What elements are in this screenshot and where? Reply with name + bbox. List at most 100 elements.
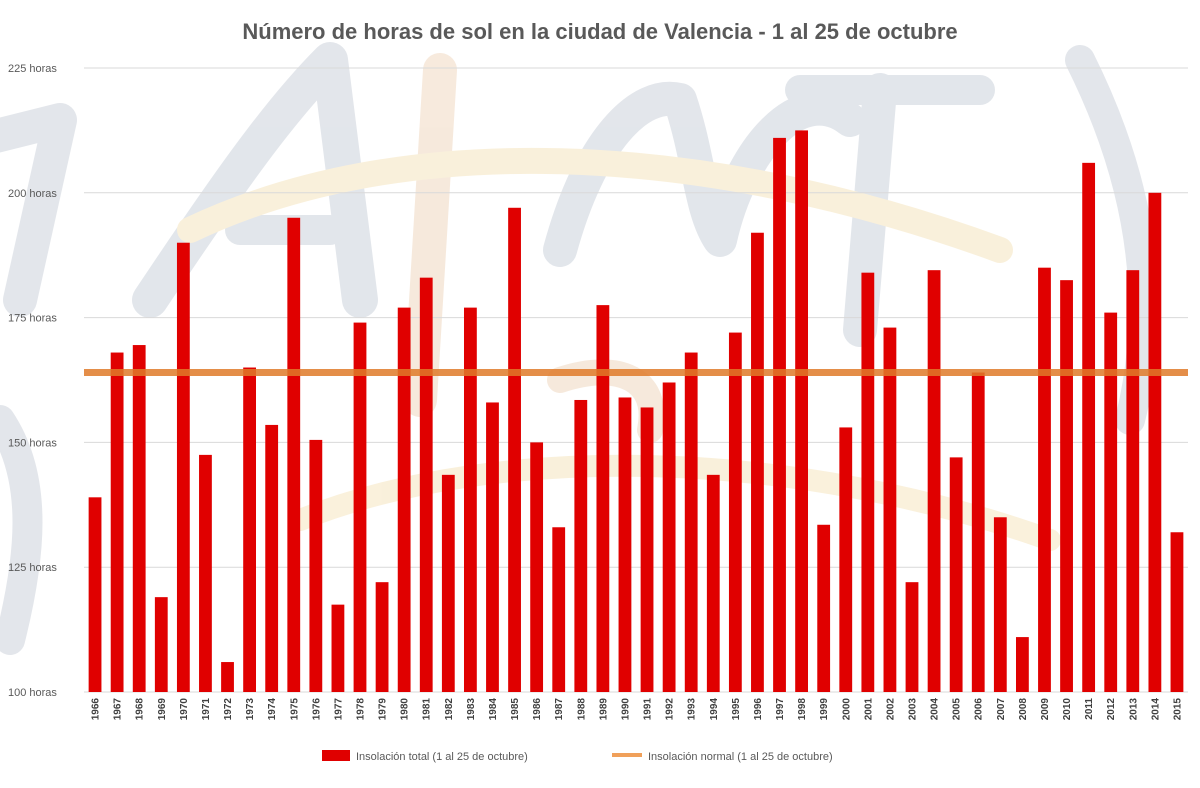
y-tick-label: 150 horas — [8, 437, 57, 449]
bar — [751, 232, 764, 692]
bar — [773, 137, 786, 692]
x-tick-label: 2014 — [1150, 698, 1161, 721]
x-tick-label: 2002 — [885, 698, 896, 721]
x-tick-label: 1981 — [422, 698, 433, 721]
bar — [971, 372, 985, 692]
x-tick-label: 2013 — [1128, 698, 1139, 721]
x-tick-label: 2007 — [996, 698, 1007, 721]
bar — [287, 217, 301, 692]
x-tick-label: 1985 — [510, 698, 521, 721]
x-tick-label: 1990 — [620, 698, 631, 721]
bar — [1170, 532, 1184, 692]
bar — [243, 367, 257, 692]
x-tick-label: 1986 — [532, 698, 543, 721]
x-tick-label: 1997 — [775, 698, 786, 721]
x-tick-label: 1969 — [157, 698, 168, 721]
bar — [88, 497, 102, 692]
bar — [331, 604, 345, 692]
x-tick-label: 2006 — [974, 698, 985, 721]
bar — [1104, 312, 1118, 692]
bar — [486, 402, 499, 692]
x-tick-label: 1988 — [576, 698, 587, 721]
y-tick-label: 175 horas — [8, 313, 57, 325]
bar — [618, 397, 632, 692]
x-tick-label: 2000 — [841, 698, 852, 721]
chart-title: Número de horas de sol en la ciudad de V… — [242, 19, 957, 44]
bar — [353, 322, 367, 692]
bar — [508, 207, 521, 692]
x-tick-label: 2015 — [1172, 698, 1183, 721]
bar — [419, 277, 433, 692]
x-tick-label: 1968 — [135, 698, 146, 721]
x-tick-label: 2008 — [1018, 698, 1029, 721]
x-tick-label: 1995 — [731, 698, 742, 721]
x-tick-label: 1992 — [665, 698, 676, 721]
x-tick-label: 1994 — [709, 698, 720, 721]
bar — [110, 352, 124, 692]
bar — [883, 327, 897, 692]
bar — [839, 427, 853, 692]
x-tick-label: 1982 — [444, 698, 455, 721]
x-tick-label: 2009 — [1040, 698, 1051, 721]
x-tick-label: 2003 — [908, 698, 919, 721]
x-tick-label: 1967 — [113, 698, 124, 721]
x-tick-label: 2010 — [1062, 698, 1073, 721]
x-tick-label: 1975 — [289, 698, 300, 721]
x-tick-label: 1987 — [554, 698, 565, 721]
y-tick-label: 200 horas — [8, 188, 57, 200]
x-tick-label: 2012 — [1106, 698, 1117, 721]
x-tick-label: 1974 — [267, 698, 278, 721]
bar — [795, 130, 809, 692]
bar — [132, 345, 146, 692]
bar — [176, 242, 190, 692]
x-tick-label: 1996 — [753, 698, 764, 721]
bar — [397, 307, 411, 692]
bar — [1038, 267, 1051, 692]
x-tick-label: 1983 — [466, 698, 477, 721]
bar — [640, 407, 654, 692]
bar — [154, 597, 168, 692]
bar — [1082, 162, 1096, 692]
bar — [596, 305, 610, 692]
bar — [662, 382, 676, 692]
x-tick-label: 1993 — [687, 698, 698, 721]
x-tick-label: 2005 — [952, 698, 963, 721]
bar — [728, 332, 742, 692]
bar — [221, 662, 234, 692]
y-axis: 100 horas 125 horas 150 horas 175 horas 200 … — [8, 63, 57, 699]
y-tick-label: 125 horas — [8, 562, 57, 574]
x-tick-label: 1984 — [488, 698, 499, 721]
bar — [309, 439, 323, 692]
bar — [1060, 280, 1073, 692]
bar — [993, 517, 1007, 692]
x-tick-label: 1966 — [91, 698, 102, 721]
bar — [927, 270, 941, 692]
legend-label-normal: Insolación normal (1 al 25 de octubre) — [648, 751, 833, 763]
bar — [199, 454, 212, 692]
x-tick-label: 1999 — [819, 698, 830, 721]
y-tick-label: 225 horas — [8, 63, 57, 75]
bar — [817, 524, 831, 692]
y-tick-label: 100 horas — [8, 687, 57, 699]
x-tick-label: 2011 — [1084, 698, 1095, 720]
bar — [375, 582, 389, 692]
x-tick-label: 1973 — [245, 698, 256, 721]
bar — [905, 582, 919, 692]
x-tick-label: 1979 — [378, 698, 389, 721]
legend-swatch-total — [322, 750, 350, 761]
x-tick-label: 2004 — [930, 698, 941, 721]
bar — [265, 424, 279, 692]
legend-label-total: Insolación total (1 al 25 de octubre) — [356, 751, 528, 763]
bar — [463, 307, 477, 692]
bar — [949, 457, 963, 692]
x-tick-label: 1989 — [598, 698, 609, 721]
x-tick-label: 1977 — [333, 698, 344, 721]
bar — [530, 442, 544, 692]
bar — [552, 527, 566, 692]
x-tick-label: 1972 — [223, 698, 234, 721]
x-tick-label: 1976 — [311, 698, 322, 721]
x-tick-label: 1998 — [797, 698, 808, 721]
x-tick-label: 1978 — [356, 698, 367, 721]
